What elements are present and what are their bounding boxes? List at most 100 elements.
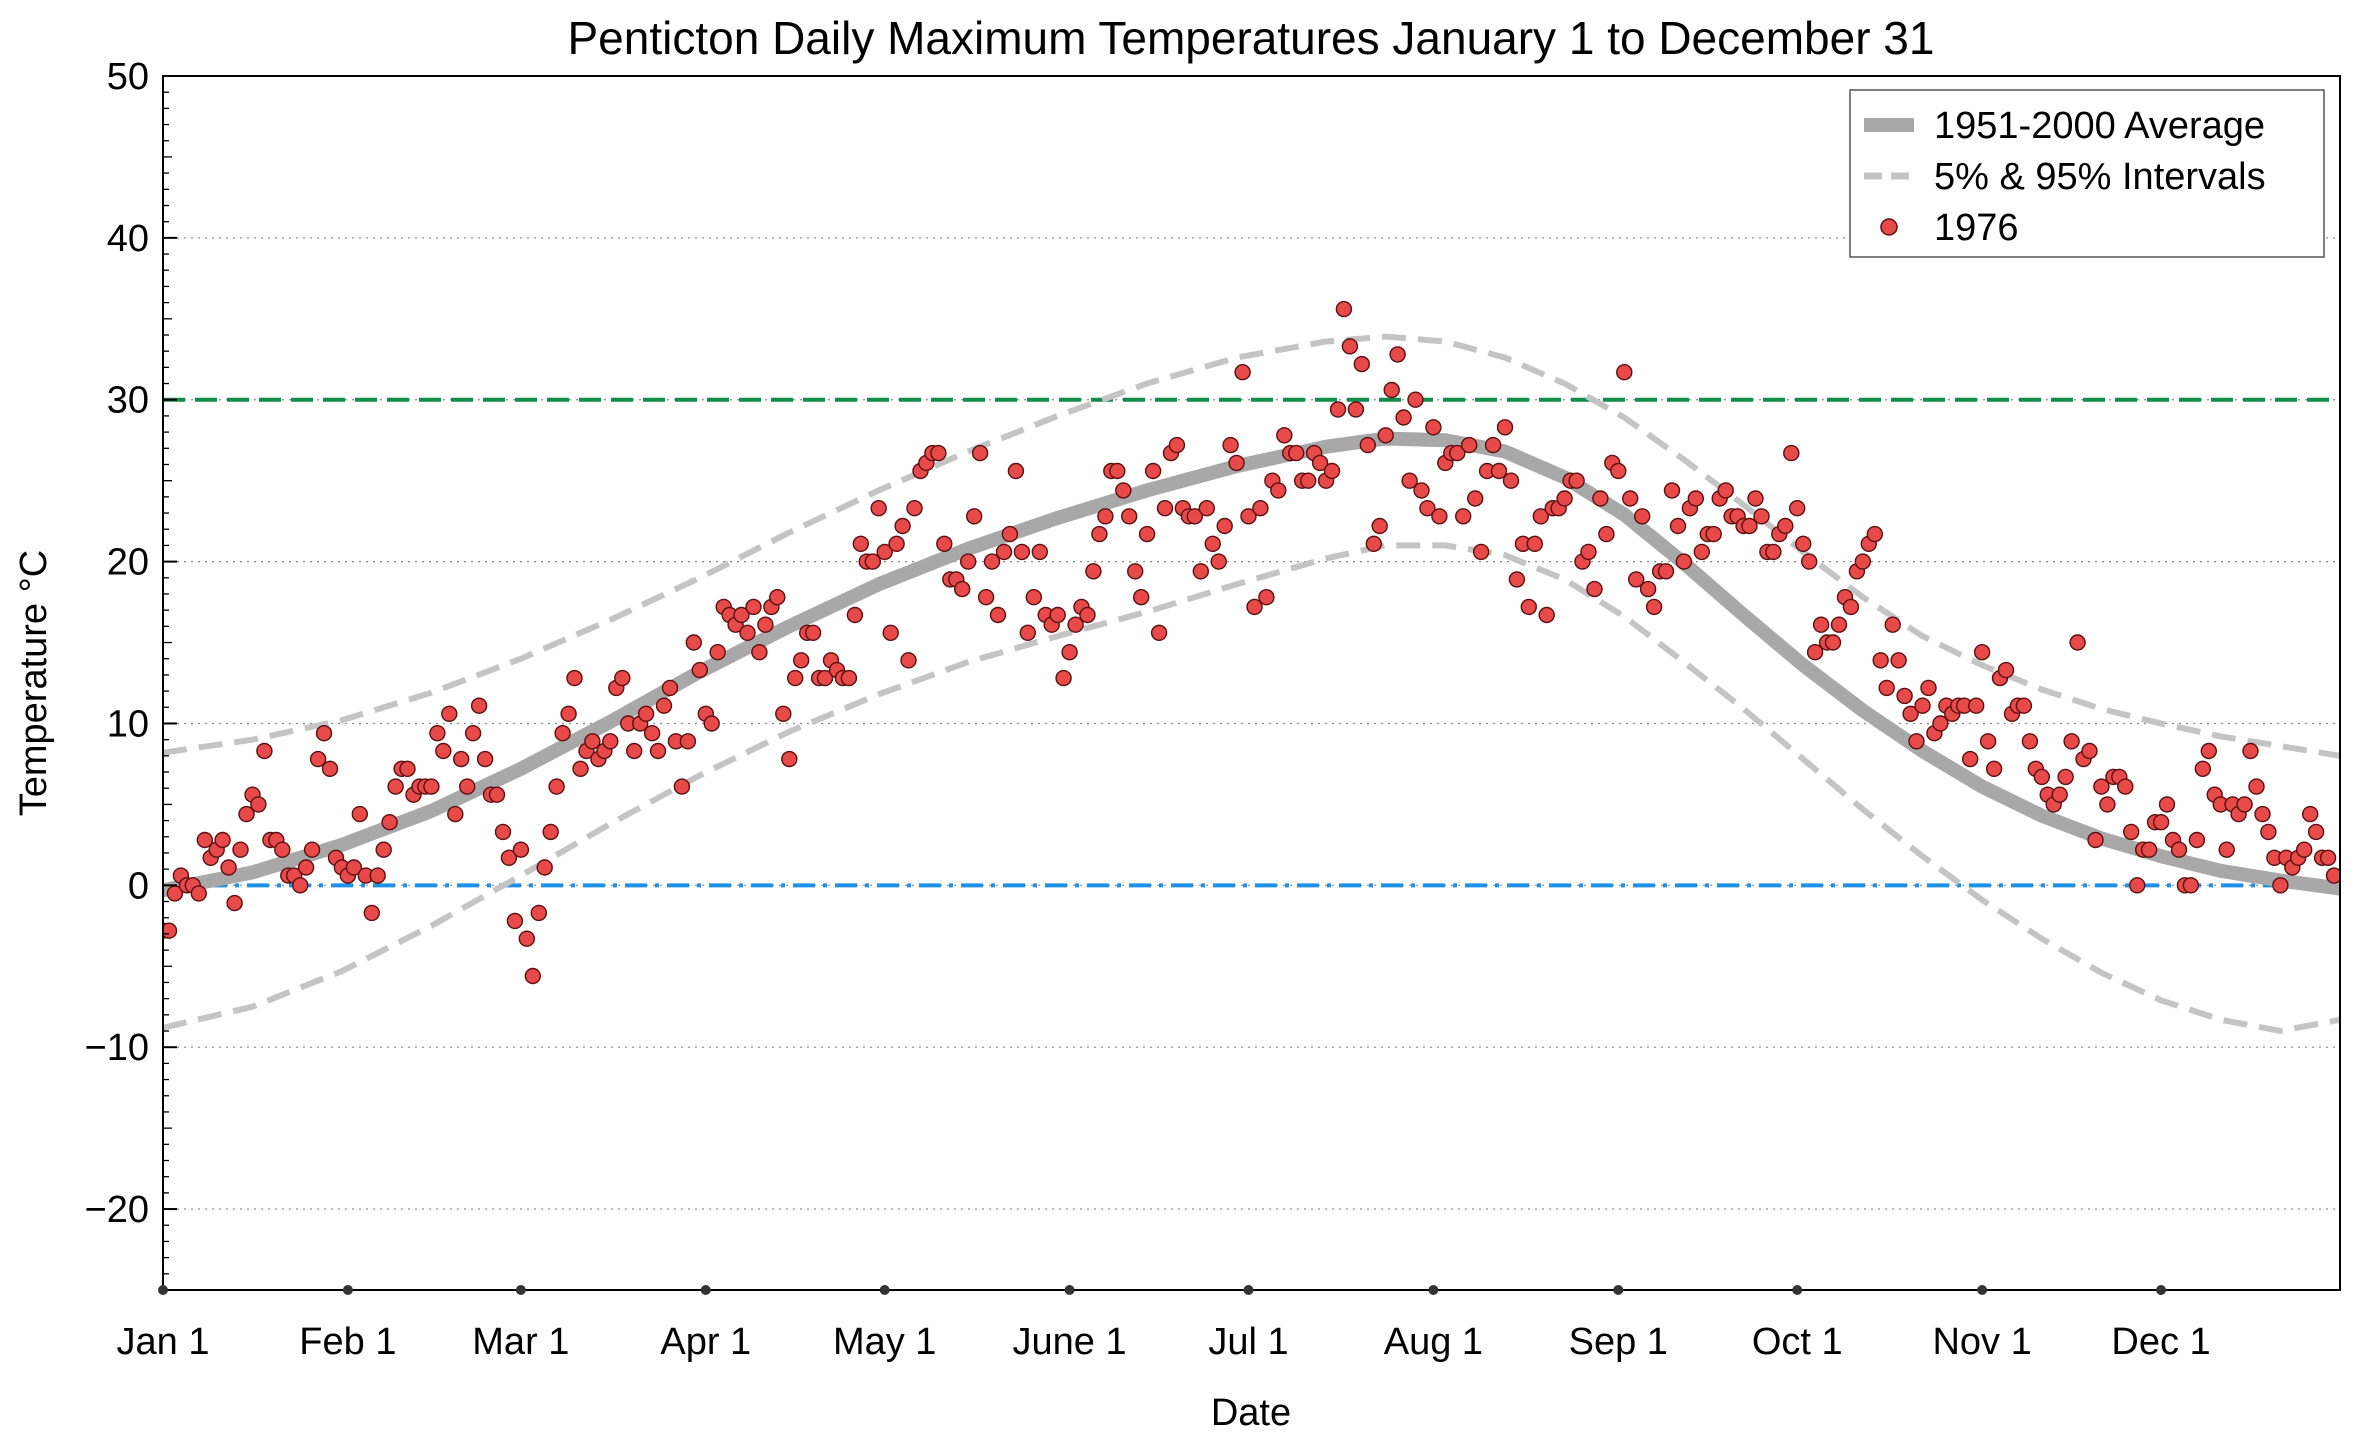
data-point	[441, 705, 458, 722]
data-point	[2021, 733, 2039, 750]
data-point	[2122, 823, 2140, 841]
data-point	[745, 598, 762, 616]
data-point	[488, 786, 506, 803]
data-point	[995, 543, 1013, 561]
data-point	[1168, 436, 1186, 454]
legend: 1951-2000 Average 5% & 95% Intervals 197…	[1849, 89, 2325, 258]
data-point	[1866, 525, 1884, 543]
data-point	[852, 535, 869, 552]
data-point	[1586, 580, 1603, 598]
data-point	[369, 867, 386, 884]
data-point	[321, 760, 339, 777]
x-tick-marker	[1243, 1285, 1254, 1295]
data-point	[971, 444, 989, 462]
data-point	[1657, 563, 1675, 580]
y-tick-label: −10	[85, 1027, 149, 1069]
data-point	[1001, 525, 1019, 543]
data-point	[1258, 589, 1275, 606]
data-point	[1532, 508, 1550, 525]
data-point	[2158, 796, 2176, 813]
data-point	[226, 894, 243, 912]
chart-title: Penticton Daily Maximum Temperatures Jan…	[568, 12, 1935, 64]
data-point	[1204, 535, 1221, 552]
data-point	[2242, 742, 2259, 760]
data-point	[447, 805, 464, 823]
y-tick-label: 50	[107, 56, 149, 98]
data-point	[351, 805, 368, 823]
data-point	[1627, 571, 1645, 588]
data-point	[238, 805, 255, 823]
data-point	[536, 859, 553, 876]
x-tick-label: May 1	[833, 1321, 936, 1363]
data-point	[506, 912, 524, 930]
data-point	[470, 697, 488, 714]
x-axis: Jan 1 Feb 1 Mar 1 Apr 1 May 1 June 1 Jul 1 Aug …	[117, 1285, 2211, 1363]
data-point	[1783, 444, 1800, 462]
x-tick-label: Aug 1	[1384, 1321, 1483, 1363]
data-point	[1872, 652, 1889, 669]
data-point	[900, 652, 917, 669]
data-point	[1538, 606, 1555, 624]
data-point	[1377, 427, 1394, 444]
data-point	[733, 606, 750, 624]
data-point	[691, 661, 708, 679]
data-point	[2093, 778, 2110, 795]
data-point	[1138, 525, 1156, 543]
data-point	[548, 778, 565, 795]
data-point	[751, 644, 768, 661]
x-tick-label: Jan 1	[117, 1321, 210, 1363]
data-point	[1126, 563, 1144, 580]
data-point	[2218, 841, 2235, 858]
data-point	[387, 778, 404, 795]
data-point	[1085, 563, 1102, 580]
data-point	[512, 841, 530, 858]
data-point	[220, 859, 237, 876]
data-point	[870, 500, 887, 517]
upper-interval-line	[163, 333, 2340, 759]
data-point	[2295, 841, 2313, 858]
data-point	[1932, 715, 1949, 732]
data-point	[1890, 652, 1907, 669]
data-point	[542, 823, 559, 841]
data-point	[1299, 472, 1317, 489]
x-tick-marker	[700, 1285, 711, 1295]
legend-label-average: 1951-2000 Average	[1934, 105, 2265, 147]
data-point	[2117, 778, 2134, 795]
data-point	[429, 725, 446, 742]
data-point	[840, 669, 858, 687]
data-point	[309, 750, 327, 768]
data-point	[1097, 508, 1114, 525]
data-point	[1842, 598, 1860, 616]
data-point	[1496, 419, 1514, 436]
data-point	[1687, 490, 1705, 507]
data-point	[1693, 543, 1711, 561]
data-point	[1621, 490, 1639, 507]
data-point	[1466, 490, 1484, 507]
data-point	[1753, 508, 1770, 525]
data-point	[1246, 598, 1263, 616]
data-point	[1431, 508, 1448, 525]
data-point	[1425, 419, 1442, 436]
data-point	[1490, 462, 1508, 480]
data-point	[1365, 535, 1383, 552]
data-point	[584, 733, 601, 750]
data-point	[1019, 624, 1037, 641]
data-point	[1884, 616, 1901, 633]
x-tick-marker	[158, 1285, 168, 1295]
data-point	[894, 517, 911, 535]
data-point	[2033, 768, 2051, 786]
data-point	[363, 904, 380, 922]
data-point	[2051, 786, 2068, 803]
data-point	[292, 877, 309, 894]
data-point	[1186, 508, 1204, 525]
x-tick-marker	[1613, 1285, 1624, 1295]
data-point	[1765, 543, 1782, 561]
horizontal-gridlines	[163, 237, 2340, 1210]
data-point	[1252, 500, 1269, 517]
data-point	[1812, 616, 1830, 633]
data-point	[1639, 580, 1657, 598]
data-point	[2015, 697, 2033, 714]
legend-box	[1849, 89, 2325, 258]
data-point	[1353, 355, 1371, 373]
data-point	[1920, 679, 1937, 697]
